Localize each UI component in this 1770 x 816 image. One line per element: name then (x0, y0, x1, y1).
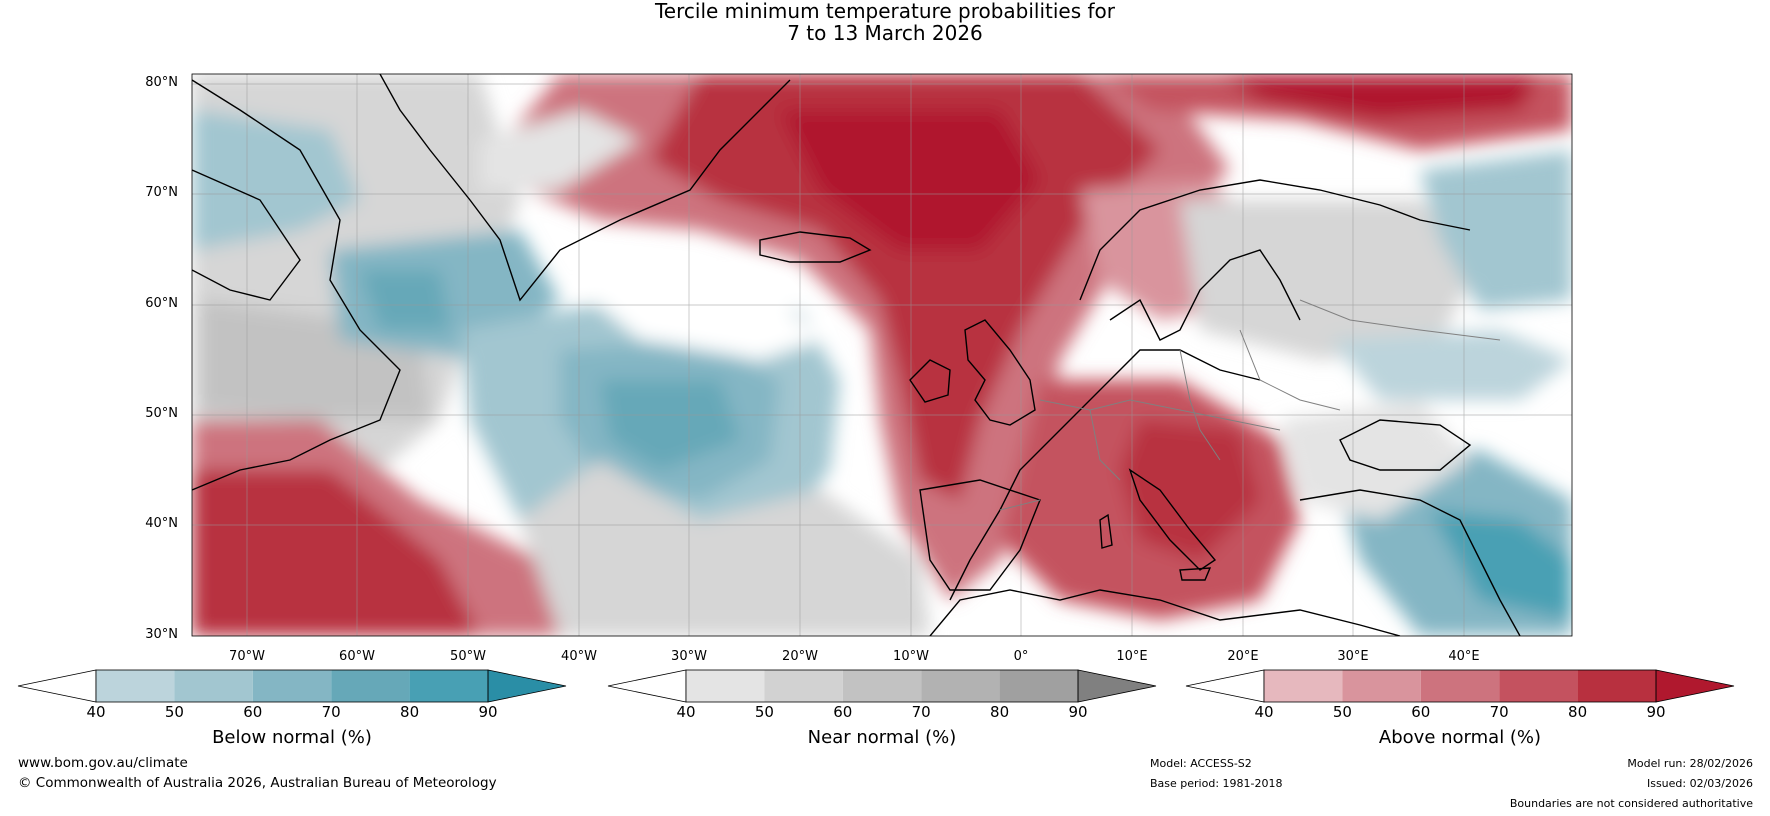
map-title-line-2: 7 to 13 March 2026 (787, 21, 983, 45)
coastlines (192, 74, 1521, 636)
colorbar-extend-low (607, 669, 687, 703)
colorbar-frame (1263, 669, 1657, 703)
colorbar-tick-label: 50 (754, 703, 774, 721)
model-run-date: Model run: 28/02/2026 (1627, 757, 1753, 770)
colorbar-frame (685, 669, 1079, 703)
country-borders (999, 299, 1501, 511)
map-frame (191, 73, 1573, 637)
lat-label: 40°N (145, 516, 178, 531)
lon-label: 0° (1013, 649, 1029, 664)
colorbar-segment (686, 670, 765, 702)
colorbar-segment (1342, 670, 1421, 702)
issued-date: Issued: 02/03/2026 (1646, 777, 1753, 790)
copyright-text: © Commonwealth of Australia 2026, Austra… (18, 775, 497, 791)
colorbar-tick-label: 80 (1568, 703, 1588, 721)
lat-label: 30°N (145, 627, 178, 642)
colorbar-tick-label: 90 (1646, 703, 1666, 721)
colorbar-title: Below normal (%) (212, 727, 372, 748)
lon-label: 40°E (1448, 649, 1480, 664)
colorbar-title: Above normal (%) (1378, 727, 1542, 748)
colorbar-extend-high (487, 669, 567, 703)
lon-label: 10°E (1116, 649, 1148, 664)
colorbar-title: Near normal (%) (807, 727, 957, 748)
colorbar-tick-label: 60 (833, 703, 853, 721)
colorbar-segment (999, 670, 1078, 702)
colorbar-extend-high (1655, 669, 1735, 703)
lon-label: 30°E (1337, 649, 1369, 664)
lon-label: 20°W (782, 649, 818, 664)
colorbars (17, 669, 1735, 703)
colorbar-segment (409, 670, 488, 702)
colorbar-segment (764, 670, 843, 702)
colorbar-tick-label: 70 (1489, 703, 1509, 721)
lon-label: 10°W (893, 649, 929, 664)
website-link[interactable]: www.bom.gov.au/climate (18, 755, 188, 771)
map-title-line-1: Tercile minimum temperature probabilitie… (654, 0, 1116, 23)
colorbar-segment (174, 670, 253, 702)
colorbar-extend-high (1077, 669, 1157, 703)
lon-label: 60°W (339, 649, 375, 664)
map-gridlines (192, 74, 1572, 636)
lon-label: 40°W (561, 649, 597, 664)
colorbar-segment (1264, 670, 1343, 702)
lat-label: 80°N (145, 75, 178, 90)
colorbar-tick-label: 50 (164, 703, 184, 721)
colorbar-segment (331, 670, 410, 702)
base-period: Base period: 1981-2018 (1150, 777, 1283, 790)
colorbar-tick-label: 40 (1254, 703, 1274, 721)
colorbar-frame (95, 669, 489, 703)
colorbar-extend-low (17, 669, 97, 703)
boundaries-disclaimer: Boundaries are not considered authoritat… (1509, 797, 1753, 810)
colorbar-tick-label: 40 (86, 703, 106, 721)
colorbar-segment (1420, 670, 1500, 702)
colorbar-tick-label: 90 (1068, 703, 1088, 721)
colorbar-tick-label: 60 (1411, 703, 1431, 721)
lat-label: 70°N (145, 185, 178, 200)
colorbar-tick-label: 80 (990, 703, 1010, 721)
lon-label: 30°W (671, 649, 707, 664)
colorbar-segment (96, 670, 175, 702)
colorbar-segment (842, 670, 922, 702)
colorbar-segment (1577, 670, 1656, 702)
colorbar-tick-label: 80 (400, 703, 420, 721)
colorbar-tick-label: 60 (243, 703, 263, 721)
model-name: Model: ACCESS-S2 (1150, 757, 1252, 770)
lon-label: 50°W (450, 649, 486, 664)
colorbar-tick-label: 40 (676, 703, 696, 721)
probability-field (192, 74, 1572, 636)
lon-label: 70°W (229, 649, 265, 664)
lat-label: 50°N (145, 406, 178, 421)
lat-label: 60°N (145, 296, 178, 311)
colorbar-extend-low (1185, 669, 1265, 703)
colorbar-segment (252, 670, 332, 702)
colorbar-tick-label: 50 (1332, 703, 1352, 721)
colorbar-segment (1499, 670, 1578, 702)
colorbar-tick-label: 70 (911, 703, 931, 721)
colorbar-tick-label: 70 (321, 703, 341, 721)
colorbar-tick-label: 90 (478, 703, 498, 721)
colorbar-segment (921, 670, 1000, 702)
lon-label: 20°E (1227, 649, 1259, 664)
